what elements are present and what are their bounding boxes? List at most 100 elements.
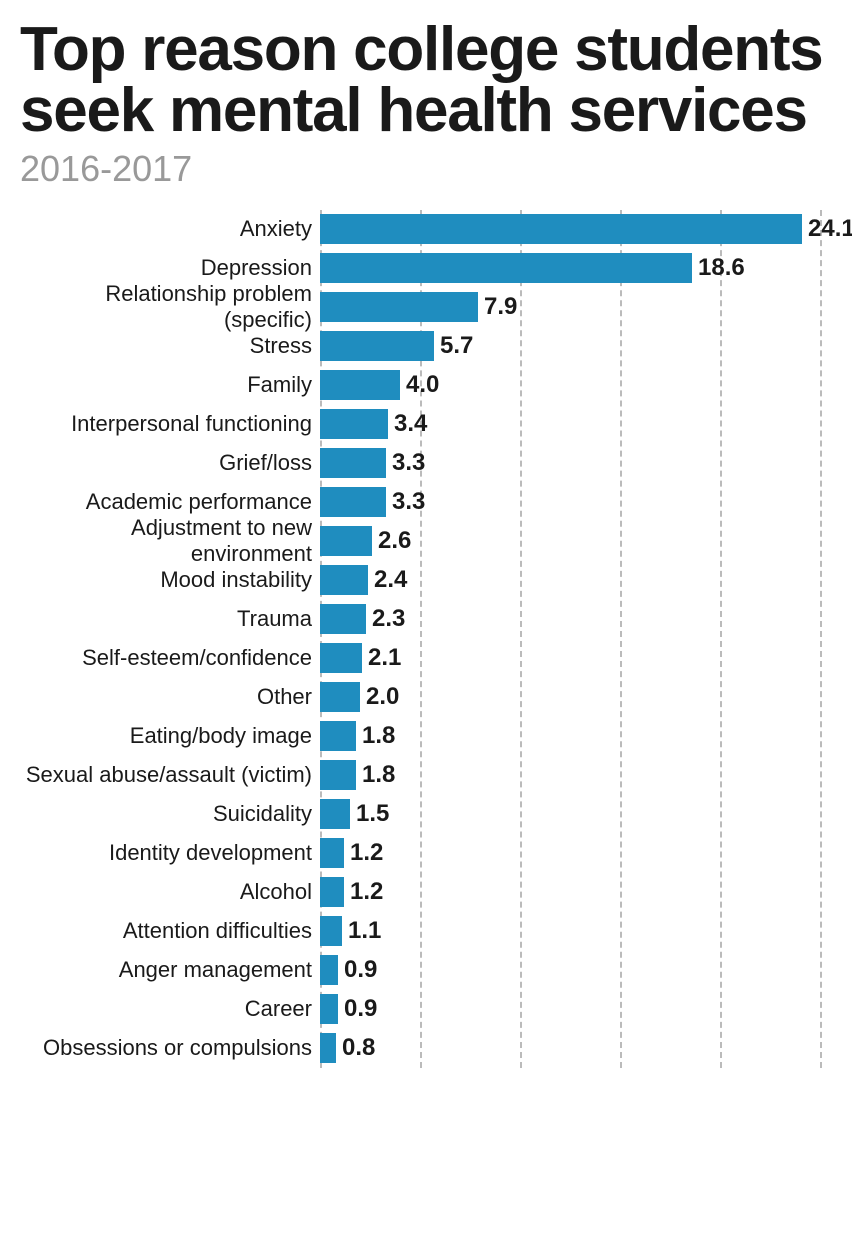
bar-label: Identity development <box>20 840 320 866</box>
bar-area: 24.1% <box>320 210 852 249</box>
bar-area: 2.1 <box>320 639 832 678</box>
bar-row: Relationship problem (specific)7.9 <box>20 288 832 327</box>
bar-value: 3.3 <box>392 449 425 477</box>
bar-value: 5.7 <box>440 332 473 360</box>
bar-row: Eating/body image 1.8 <box>20 717 832 756</box>
bar-label: Other <box>20 684 320 710</box>
bar-row: Attention difficulties 1.1 <box>20 912 832 951</box>
bar-value: 18.6 <box>698 254 745 282</box>
bar-label: Obsessions or compulsions <box>20 1035 320 1061</box>
bar <box>320 409 388 439</box>
bar-row: Suicidality 1.5 <box>20 795 832 834</box>
bar-area: 0.8 <box>320 1029 832 1068</box>
bar-value: 0.9 <box>344 956 377 984</box>
bar-area: 5.7 <box>320 327 832 366</box>
bar-label: Self-esteem/confidence <box>20 645 320 671</box>
bar <box>320 214 802 244</box>
bar-area: 2.6 <box>320 522 832 561</box>
bar-value: 0.8 <box>342 1034 375 1062</box>
bar-row: Anxiety24.1% <box>20 210 832 249</box>
bar-value: 7.9 <box>484 293 517 321</box>
bar-label: Trauma <box>20 606 320 632</box>
bar-area: 3.3 <box>320 444 832 483</box>
bar-value: 1.1 <box>348 917 381 945</box>
bar <box>320 916 342 946</box>
bar-label: Sexual abuse/assault (victim) <box>20 762 320 788</box>
bar <box>320 292 478 322</box>
bar <box>320 526 372 556</box>
bar-row: Self-esteem/confidence 2.1 <box>20 639 832 678</box>
bar <box>320 721 356 751</box>
bar-value: 1.8 <box>362 761 395 789</box>
bar-area: 1.2 <box>320 873 832 912</box>
bar-label: Academic performance <box>20 489 320 515</box>
bar <box>320 253 692 283</box>
bar-label: Attention difficulties <box>20 918 320 944</box>
bar-row: Obsessions or compulsions 0.8 <box>20 1029 832 1068</box>
bar-area: 0.9 <box>320 990 832 1029</box>
bar <box>320 370 400 400</box>
bar-value: 3.4 <box>394 410 427 438</box>
bar-area: 1.8 <box>320 756 832 795</box>
bar-area: 1.1 <box>320 912 832 951</box>
bar-value: 3.3 <box>392 488 425 516</box>
chart-rows: Anxiety24.1% Depression 18.6 Relationship p… <box>20 210 832 1068</box>
bar-row: Other 2.0 <box>20 678 832 717</box>
bar-area: 0.9 <box>320 951 832 990</box>
bar-label: Anxiety <box>20 216 320 242</box>
bar-value: 0.9 <box>344 995 377 1023</box>
bar-row: Stress 5.7 <box>20 327 832 366</box>
bar <box>320 760 356 790</box>
bar-label: Depression <box>20 255 320 281</box>
bar-label: Alcohol <box>20 879 320 905</box>
bar-area: 2.0 <box>320 678 832 717</box>
bar-value: 2.3 <box>372 605 405 633</box>
bar-chart: Anxiety24.1% Depression 18.6 Relationship p… <box>20 210 832 1068</box>
bar-area: 2.4 <box>320 561 832 600</box>
bar-row: Trauma 2.3 <box>20 600 832 639</box>
bar-label: Family <box>20 372 320 398</box>
bar <box>320 643 362 673</box>
bar-value: 1.2 <box>350 878 383 906</box>
bar <box>320 565 368 595</box>
bar-area: 1.2 <box>320 834 832 873</box>
bar-value: 1.5 <box>356 800 389 828</box>
bar <box>320 604 366 634</box>
bar <box>320 877 344 907</box>
bar-value: 4.0 <box>406 371 439 399</box>
bar-area: 18.6 <box>320 249 832 288</box>
bar-label: Eating/body image <box>20 723 320 749</box>
bar <box>320 448 386 478</box>
chart-title: Top reason college students seek mental … <box>20 20 832 142</box>
bar-area: 7.9 <box>320 288 832 327</box>
bar-area: 2.3 <box>320 600 832 639</box>
bar-area: 4.0 <box>320 366 832 405</box>
bar-value: 2.1 <box>368 644 401 672</box>
bar-label: Adjustment to new environment <box>20 515 320 567</box>
bar-label: Stress <box>20 333 320 359</box>
bar-area: 3.3 <box>320 483 832 522</box>
bar-row: Sexual abuse/assault (victim) 1.8 <box>20 756 832 795</box>
bar-value: 2.4 <box>374 566 407 594</box>
bar-label: Anger management <box>20 957 320 983</box>
bar-label: Mood instability <box>20 567 320 593</box>
bar-label: Grief/loss <box>20 450 320 476</box>
bar-row: Grief/loss 3.3 <box>20 444 832 483</box>
bar-value: 2.0 <box>366 683 399 711</box>
bar-row: Interpersonal functioning 3.4 <box>20 405 832 444</box>
bar-label: Interpersonal functioning <box>20 411 320 437</box>
bar-value: 24.1% <box>808 215 852 243</box>
bar <box>320 1033 336 1063</box>
bar-area: 3.4 <box>320 405 832 444</box>
bar-label: Suicidality <box>20 801 320 827</box>
bar-row: Alcohol 1.2 <box>20 873 832 912</box>
bar <box>320 838 344 868</box>
bar-row: Family 4.0 <box>20 366 832 405</box>
bar-value: 1.8 <box>362 722 395 750</box>
bar-value: 2.6 <box>378 527 411 555</box>
bar-area: 1.5 <box>320 795 832 834</box>
bar <box>320 331 434 361</box>
bar-row: Mood instability 2.4 <box>20 561 832 600</box>
bar <box>320 799 350 829</box>
bar-label: Career <box>20 996 320 1022</box>
